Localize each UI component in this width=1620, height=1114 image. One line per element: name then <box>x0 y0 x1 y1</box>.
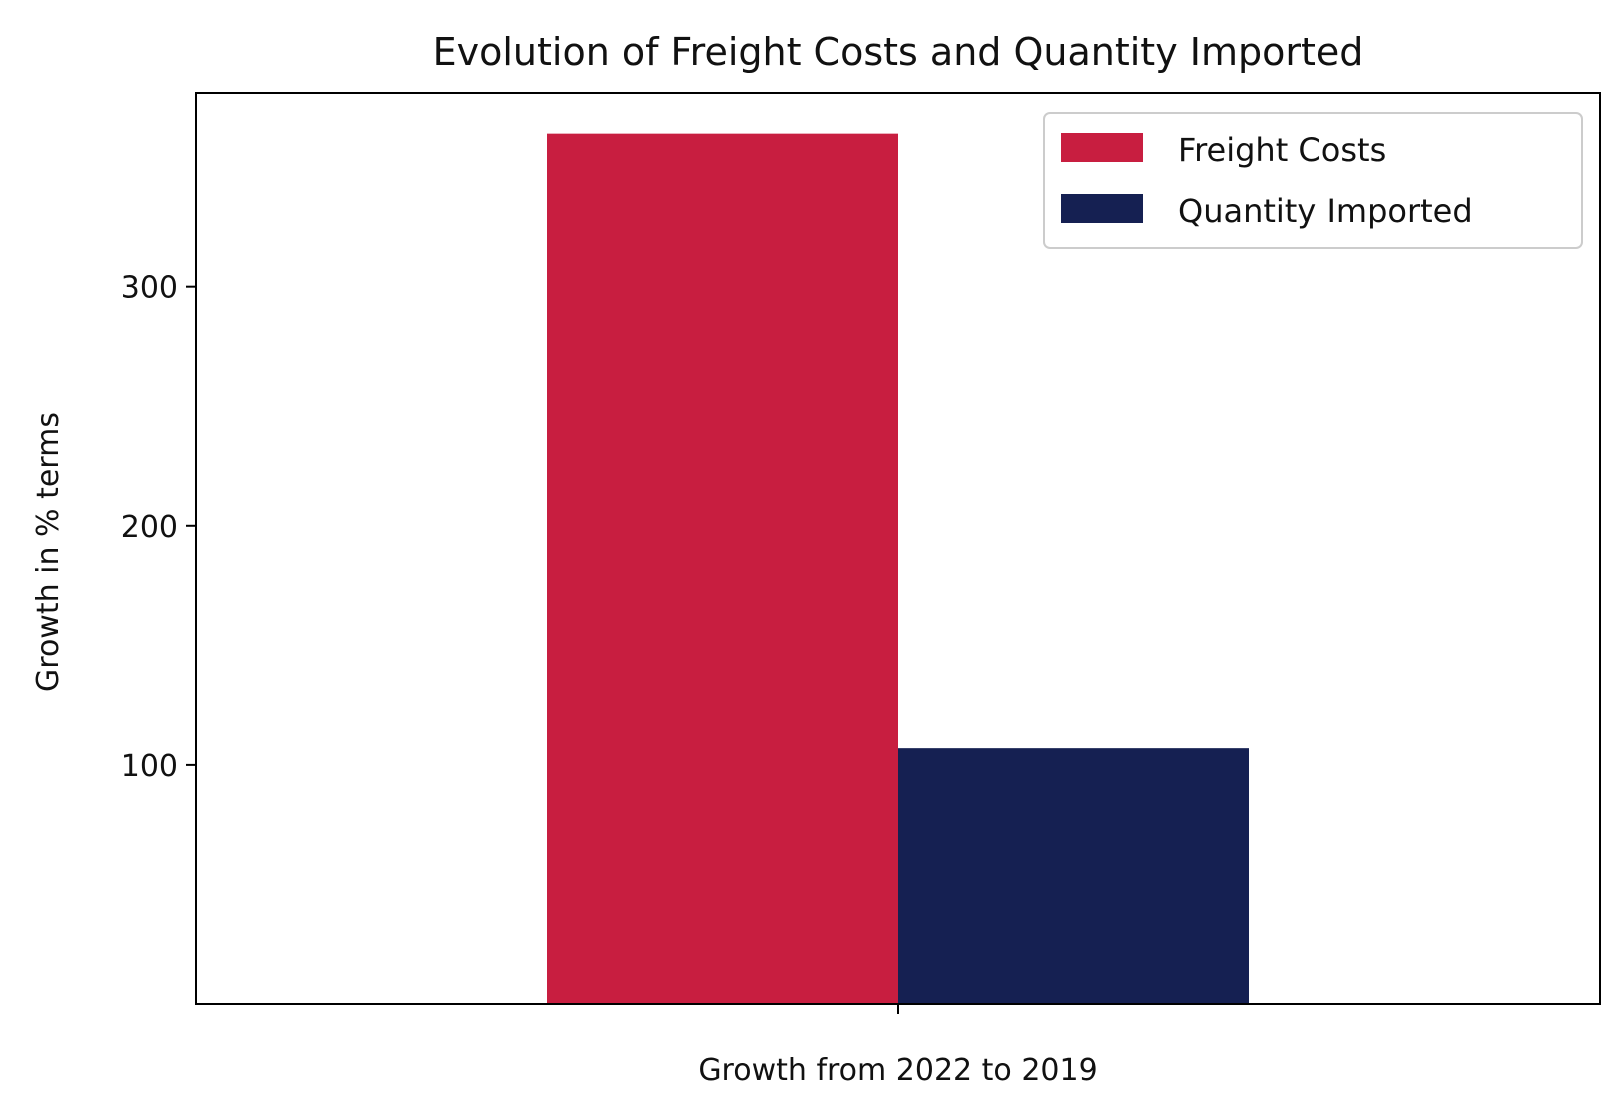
bar-freight-costs <box>547 133 898 1004</box>
y-tick-label: 300 <box>121 271 178 306</box>
bar-quantity-imported <box>898 748 1249 1004</box>
bars-group <box>547 133 1249 1004</box>
y-axis-label: Growth in % terms <box>31 412 66 692</box>
legend: Freight Costs Quantity Imported <box>1043 112 1583 249</box>
y-tick-label: 100 <box>121 749 178 784</box>
legend-box <box>1043 112 1583 249</box>
legend-label-freight-costs: Freight Costs <box>1178 131 1386 169</box>
x-axis: Growth from 2022 to 2019 <box>698 1004 1098 1088</box>
legend-swatch-freight-costs <box>1061 133 1143 162</box>
y-axis: 100 200 300 <box>121 271 196 784</box>
legend-label-quantity-imported: Quantity Imported <box>1178 192 1473 230</box>
x-tick-label: Growth from 2022 to 2019 <box>698 1053 1097 1088</box>
legend-swatch-quantity-imported <box>1061 194 1143 223</box>
y-tick-label: 200 <box>121 510 178 545</box>
chart-title: Evolution of Freight Costs and Quantity … <box>433 30 1364 74</box>
